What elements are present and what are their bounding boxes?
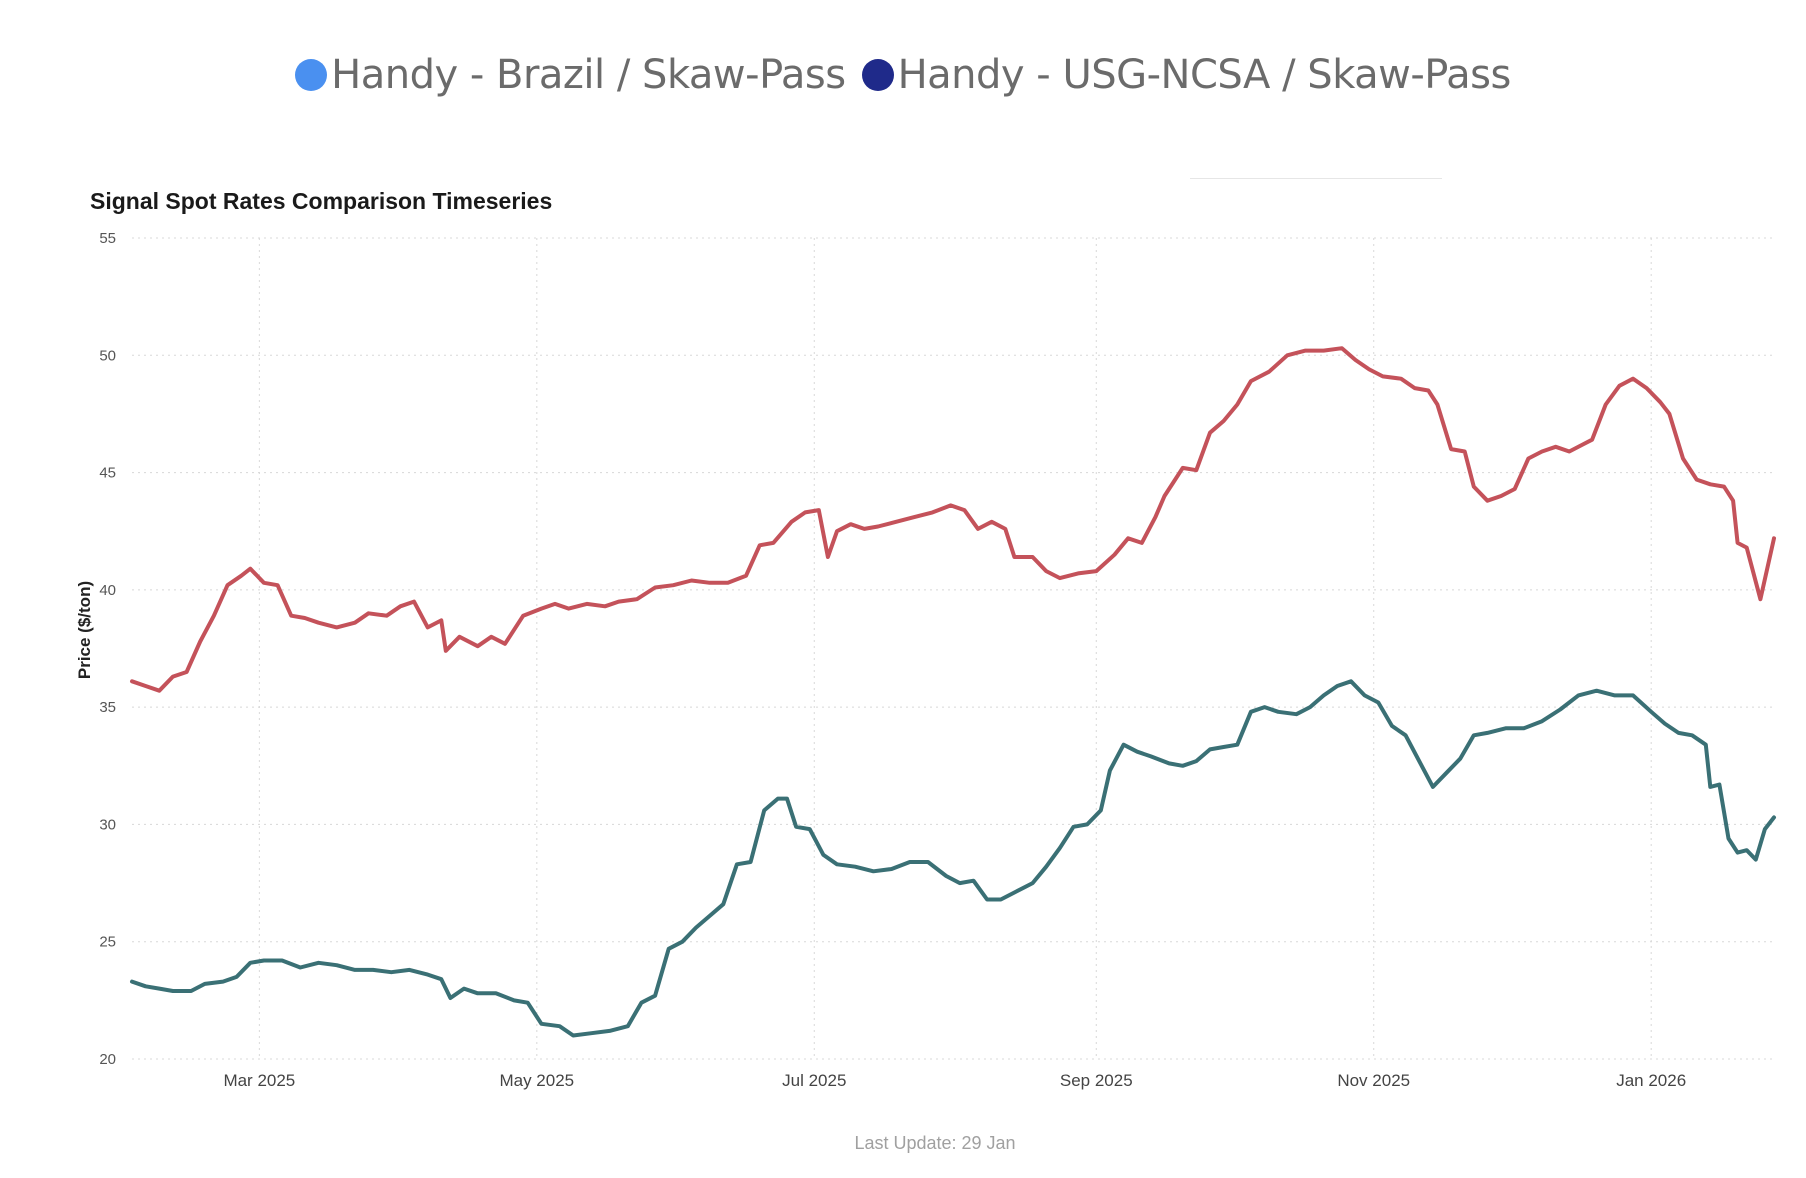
y-tick-label: 30 [99,816,116,833]
x-tick-label: Mar 2025 [223,1071,295,1090]
series-line-brazil[interactable] [130,346,1776,693]
axis-layer: Price ($/ton) 20 25 30 35 40 45 50 55 Mar 2025 Ma… [75,230,1686,1090]
y-tick-label: 45 [99,465,116,482]
y-tick-label: 25 [99,934,116,951]
x-tick-label: Jul 2025 [782,1071,846,1090]
y-tick-label: 35 [99,699,116,716]
series-line-usg-ncsa[interactable] [130,679,1776,1038]
y-tick-label: 55 [99,230,116,247]
legend-item-brazil[interactable]: Handy - Brazil / Skaw-Pass [295,52,846,98]
y-tick-label: 20 [99,1051,116,1068]
legend-label-brazil: Handy - Brazil / Skaw-Pass [331,52,846,98]
grid-layer [132,237,1774,1060]
divider [1190,178,1442,179]
legend-item-usg-ncsa[interactable]: Handy - USG-NCSA / Skaw-Pass [861,52,1512,98]
x-tick-label: Nov 2025 [1337,1071,1410,1090]
y-tick-label: 40 [99,582,116,599]
x-tick-label: Sep 2025 [1060,1071,1133,1090]
legend-label-usg-ncsa: Handy - USG-NCSA / Skaw-Pass [897,52,1512,98]
legend-dot-brazil-icon [295,59,328,91]
last-update-text: Last Update: 29 Jan [854,1133,1016,1153]
legend-dot-usg-ncsa-icon [861,59,894,91]
x-tick-label: May 2025 [499,1071,574,1090]
y-axis-title: Price ($/ton) [75,581,94,679]
series-layer [130,346,1776,1038]
chart-title: Signal Spot Rates Comparison Timeseries [90,188,553,214]
x-tick-label: Jan 2026 [1616,1071,1686,1090]
y-tick-label: 50 [99,347,116,364]
legend: Handy - Brazil / Skaw-Pass Handy - USG-N… [0,52,1806,98]
